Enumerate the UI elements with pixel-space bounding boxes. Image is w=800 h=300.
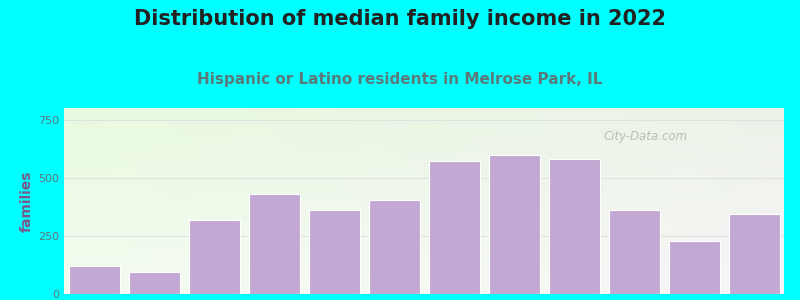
- Text: Distribution of median family income in 2022: Distribution of median family income in …: [134, 9, 666, 29]
- Bar: [549, 159, 599, 294]
- Text: Hispanic or Latino residents in Melrose Park, IL: Hispanic or Latino residents in Melrose …: [198, 72, 602, 87]
- Bar: [69, 266, 119, 294]
- Bar: [189, 220, 239, 294]
- Bar: [609, 210, 659, 294]
- Bar: [489, 154, 539, 294]
- Bar: [729, 214, 779, 294]
- Text: City-Data.com: City-Data.com: [604, 130, 688, 143]
- Bar: [669, 241, 719, 294]
- Bar: [369, 200, 419, 294]
- Y-axis label: families: families: [20, 170, 34, 232]
- Bar: [309, 210, 359, 294]
- Bar: [249, 194, 299, 294]
- Bar: [429, 161, 479, 294]
- Bar: [129, 272, 179, 294]
